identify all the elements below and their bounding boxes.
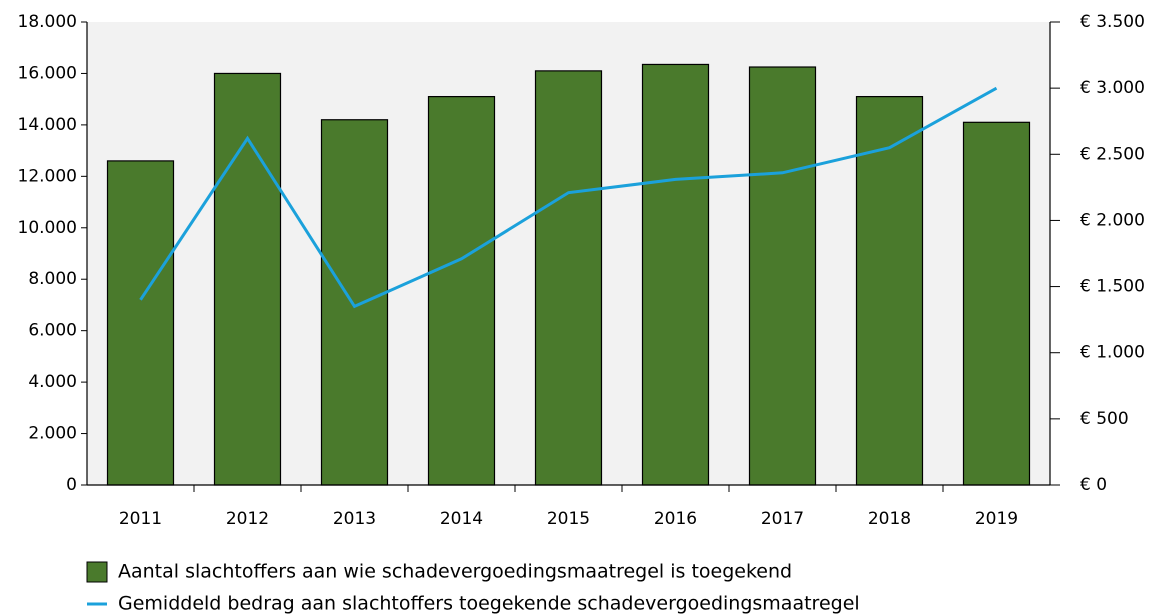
- bar: [748, 66, 817, 486]
- x-tick-label: 2013: [333, 509, 376, 529]
- y-tick-label: 10.000: [18, 218, 77, 238]
- bar: [320, 119, 389, 486]
- bar: [213, 72, 282, 486]
- y2-tick-label: € 1.000: [1080, 343, 1145, 363]
- y2-tick-label: € 0: [1080, 475, 1107, 495]
- x-tick-label: 2016: [654, 509, 697, 529]
- bar: [855, 95, 924, 486]
- x-tick-label: 2015: [547, 509, 590, 529]
- x-tick-label: 2012: [226, 509, 269, 529]
- y2-tick-label: € 500: [1080, 409, 1129, 429]
- legend-label: Gemiddeld bedrag aan slachtoffers toegek…: [118, 593, 860, 615]
- x-tick-label: 2017: [761, 509, 804, 529]
- bar: [534, 70, 603, 486]
- y-tick-label: 8.000: [28, 269, 77, 289]
- x-tick-label: 2011: [119, 509, 162, 529]
- bar: [962, 121, 1031, 486]
- y2-tick-label: € 2.500: [1080, 144, 1145, 164]
- y2-tick-label: € 1.500: [1080, 277, 1145, 297]
- bar: [641, 63, 710, 486]
- y-tick-label: 0: [66, 475, 77, 495]
- y2-tick-label: € 3.000: [1080, 78, 1145, 98]
- bar: [427, 95, 496, 486]
- y-tick-label: 2.000: [28, 424, 77, 444]
- line: [139, 86, 998, 309]
- x-tick-label: 2014: [440, 509, 483, 529]
- legend-label: Aantal slachtoffers aan wie schadevergoe…: [118, 561, 792, 583]
- y-tick-label: 16.000: [18, 63, 77, 83]
- y-tick-label: 12.000: [18, 166, 77, 186]
- y2-tick-label: € 3.500: [1080, 12, 1145, 32]
- y-tick-label: 4.000: [28, 372, 77, 392]
- y-tick-label: 14.000: [18, 115, 77, 135]
- legend-swatch: [86, 561, 108, 583]
- y2-tick-label: € 2.000: [1080, 210, 1145, 230]
- y-tick-label: 6.000: [28, 321, 77, 341]
- y-tick-label: 18.000: [18, 12, 77, 32]
- bar: [106, 160, 175, 486]
- x-tick-label: 2019: [975, 509, 1018, 529]
- x-tick-label: 2018: [868, 509, 911, 529]
